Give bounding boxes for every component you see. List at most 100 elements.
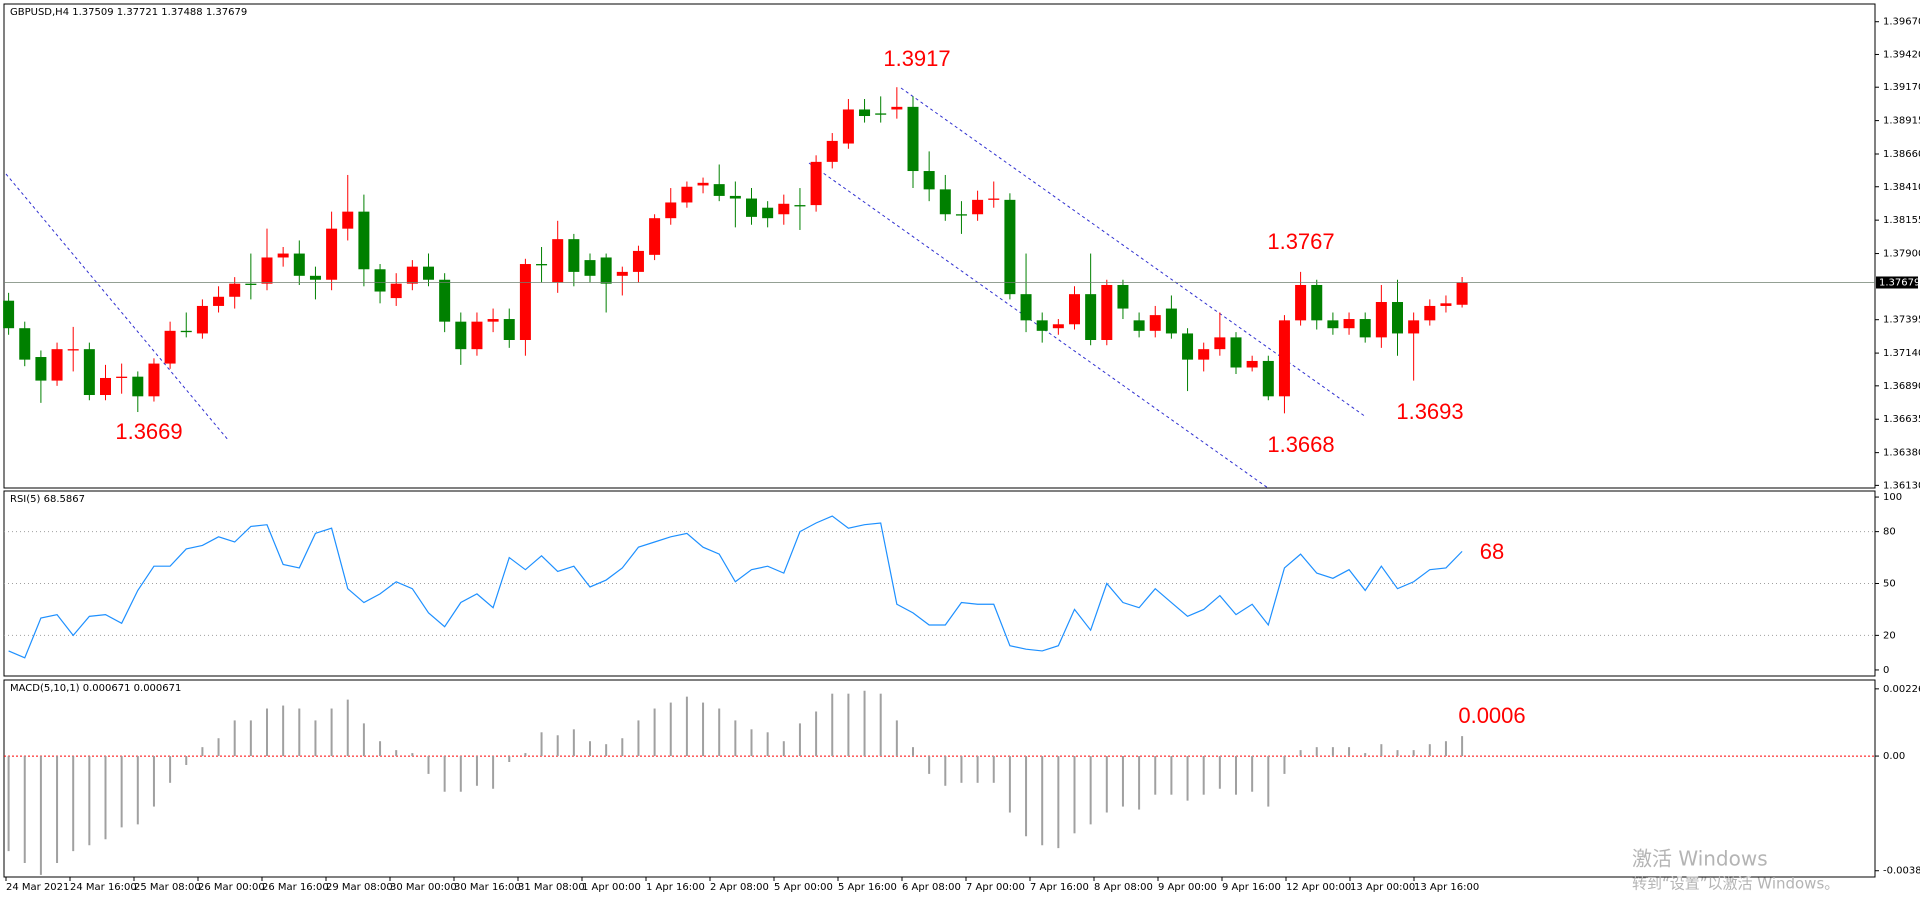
rsi-line	[8, 515, 1463, 659]
candle-body	[1117, 284, 1129, 309]
candle-body	[1408, 320, 1420, 334]
candle-body	[955, 214, 967, 216]
y-tick-label: 1.39170	[1883, 82, 1920, 93]
candle-body	[1069, 294, 1080, 325]
candle-body	[1182, 333, 1194, 360]
x-tick-label: 30 Mar 00:00	[390, 882, 457, 893]
candle-body	[423, 266, 434, 280]
rsi-title: RSI(5) 68.5867	[10, 494, 85, 505]
x-tick-label: 2 Apr 08:00	[710, 882, 769, 893]
chart-title: GBPUSD,H4 1.37509 1.37721 1.37488 1.3767…	[10, 7, 247, 18]
candle-body	[536, 264, 548, 266]
x-tick-label: 13 Apr 16:00	[1414, 882, 1479, 893]
candle-body	[309, 275, 321, 280]
candle-body	[1198, 349, 1210, 360]
y-tick-label: 1.38410	[1883, 182, 1920, 193]
candle-body	[794, 205, 806, 207]
candle-body	[1359, 319, 1371, 338]
candle-body	[584, 260, 596, 276]
candle-body	[842, 109, 854, 144]
candle-body	[552, 239, 564, 283]
y-tick-label: 1.39670	[1883, 17, 1920, 28]
y-tick-label: 1.38660	[1883, 149, 1920, 160]
x-tick-label: 24 Mar 2021	[6, 882, 69, 893]
candle-body	[1036, 320, 1048, 331]
candle-body	[1327, 320, 1339, 329]
candle-body	[1262, 360, 1274, 397]
y-tick-label: 1.36635	[1883, 414, 1920, 425]
candle-body	[1278, 320, 1290, 397]
annotation: 0.0006	[1458, 703, 1525, 728]
y-tick-label: 0.002262	[1883, 684, 1920, 695]
y-tick-label: 1.37140	[1883, 348, 1920, 359]
candle-body	[1149, 315, 1161, 331]
x-tick-label: 7 Apr 16:00	[1030, 882, 1089, 893]
y-tick-label: 1.37395	[1883, 315, 1920, 326]
candle-body	[519, 264, 531, 340]
candle-body	[164, 330, 176, 364]
candle-body	[293, 253, 305, 276]
candle-body	[67, 349, 79, 351]
x-tick-label: 31 Mar 08:00	[518, 882, 585, 893]
x-tick-label: 24 Mar 16:00	[70, 882, 137, 893]
candle-body	[1392, 302, 1403, 334]
y-tick-label: 1.38915	[1883, 116, 1920, 127]
candle-body	[1214, 337, 1226, 350]
annotation: 1.3693	[1396, 399, 1463, 424]
candle-body	[213, 296, 225, 306]
candle-body	[487, 319, 499, 322]
candle-body	[1246, 360, 1258, 368]
candle-body	[390, 283, 402, 299]
y-tick-label: 20	[1883, 630, 1896, 641]
x-tick-label: 6 Apr 08:00	[902, 882, 961, 893]
candle-body	[1004, 199, 1016, 295]
candle-body	[632, 250, 644, 272]
y-tick-label: -0.003859	[1883, 866, 1920, 877]
candle-body	[988, 198, 1000, 200]
candle-body	[1440, 303, 1452, 306]
candle-body	[148, 363, 160, 397]
annotation: 1.3917	[883, 46, 950, 71]
candle-body	[342, 211, 354, 229]
candle-body	[1295, 284, 1307, 321]
annotation: 1.3767	[1267, 229, 1334, 254]
y-tick-label: 1.37900	[1883, 249, 1920, 260]
watermark: 转到“设置”以激活 Windows。	[1632, 875, 1839, 893]
candle-body	[245, 283, 257, 285]
annotation: 68	[1480, 539, 1504, 564]
y-tick-label: 1.39420	[1883, 49, 1920, 60]
candle-body	[3, 300, 15, 329]
macd-title: MACD(5,10,1) 0.000671 0.000671	[10, 683, 181, 694]
candle-body	[649, 218, 661, 255]
candle-body	[1311, 284, 1323, 321]
candle-body	[51, 349, 63, 381]
x-tick-label: 13 Apr 00:00	[1350, 882, 1415, 893]
candle-body	[907, 106, 919, 172]
candle-body	[1375, 302, 1387, 338]
y-tick-label: 80	[1883, 527, 1896, 538]
candle-body	[19, 328, 31, 360]
y-tick-label: 0	[1883, 665, 1889, 676]
trend-lines	[5, 87, 1367, 489]
x-tick-label: 5 Apr 00:00	[774, 882, 833, 893]
x-tick-label: 8 Apr 08:00	[1094, 882, 1153, 893]
candle-body	[665, 202, 677, 219]
candle-body	[729, 195, 741, 199]
trend-line	[5, 173, 230, 442]
candle-body	[826, 140, 838, 162]
candle-body	[1133, 320, 1145, 331]
y-tick-label: 50	[1883, 579, 1896, 590]
candle-body	[713, 184, 725, 196]
candle-body	[35, 357, 47, 381]
x-tick-label: 26 Mar 16:00	[262, 882, 329, 893]
y-tick-label: 100	[1883, 492, 1902, 503]
candle-body	[1456, 282, 1468, 305]
candle-body	[374, 269, 386, 292]
candle-body	[923, 171, 935, 190]
macd-panel	[3, 679, 1876, 878]
candle-body	[326, 228, 338, 280]
candle-body	[568, 239, 580, 272]
y-tick-label: 1.36380	[1883, 448, 1920, 459]
candle-body	[1085, 294, 1097, 340]
